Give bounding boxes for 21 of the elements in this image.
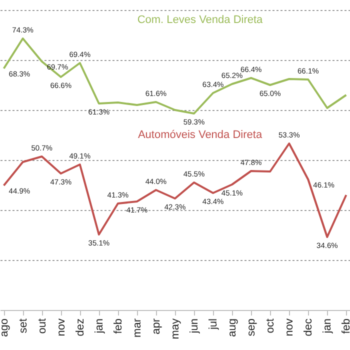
x-tick-label: aug [226, 318, 239, 337]
x-tick-label: feb [112, 318, 124, 334]
x-tick-label: nov [55, 318, 68, 336]
text: Com. Leves Venda Direta [137, 14, 264, 26]
x-tick-label: dez [74, 318, 86, 336]
x-tick-label: dec [302, 318, 315, 336]
x-tick-label: mar [131, 318, 144, 338]
x-tick-label: sep [246, 318, 258, 336]
x-tick-label: ago [0, 318, 10, 337]
x-tick-label: apr [150, 318, 162, 334]
x-tick-label: jun [188, 318, 201, 334]
x-tick-label: nov [284, 318, 296, 336]
x-tick-label: jan [322, 318, 334, 334]
x-tick-label: feb [340, 318, 350, 334]
x-tick-label: jan [93, 318, 106, 334]
x-tick-label: oct [264, 318, 277, 334]
text: Automóveis Venda Direta [138, 129, 263, 141]
x-tick-label: set [17, 318, 30, 334]
x-tick-label: may [170, 318, 182, 340]
x-tick-label: out [36, 318, 48, 334]
x-tick-label: jul [208, 318, 220, 331]
